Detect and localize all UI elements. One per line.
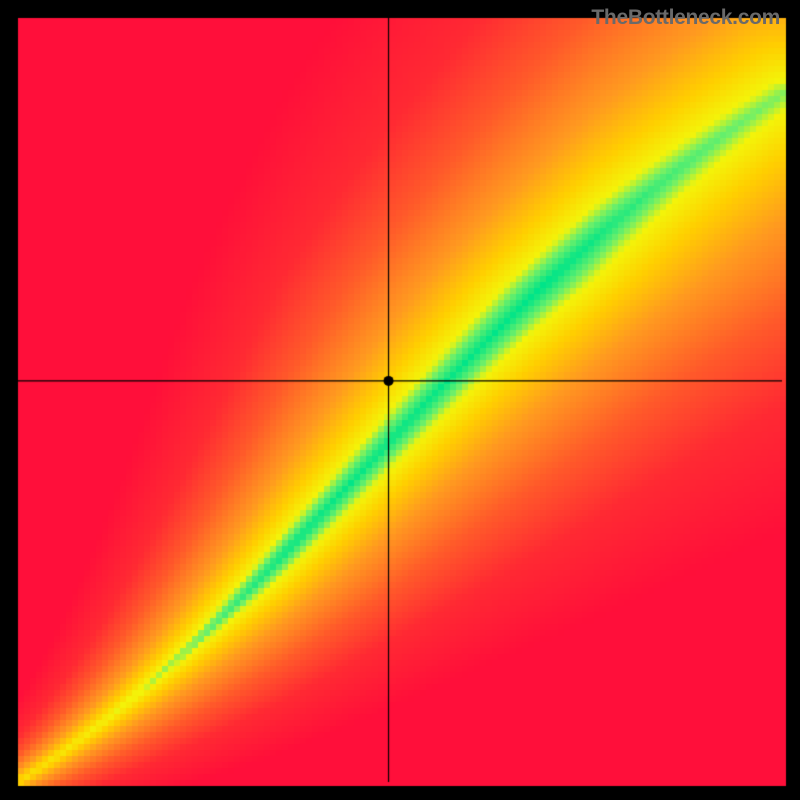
watermark-text: TheBottleneck.com xyxy=(591,6,780,30)
chart-container: TheBottleneck.com xyxy=(0,0,800,800)
bottleneck-heatmap xyxy=(0,0,800,800)
